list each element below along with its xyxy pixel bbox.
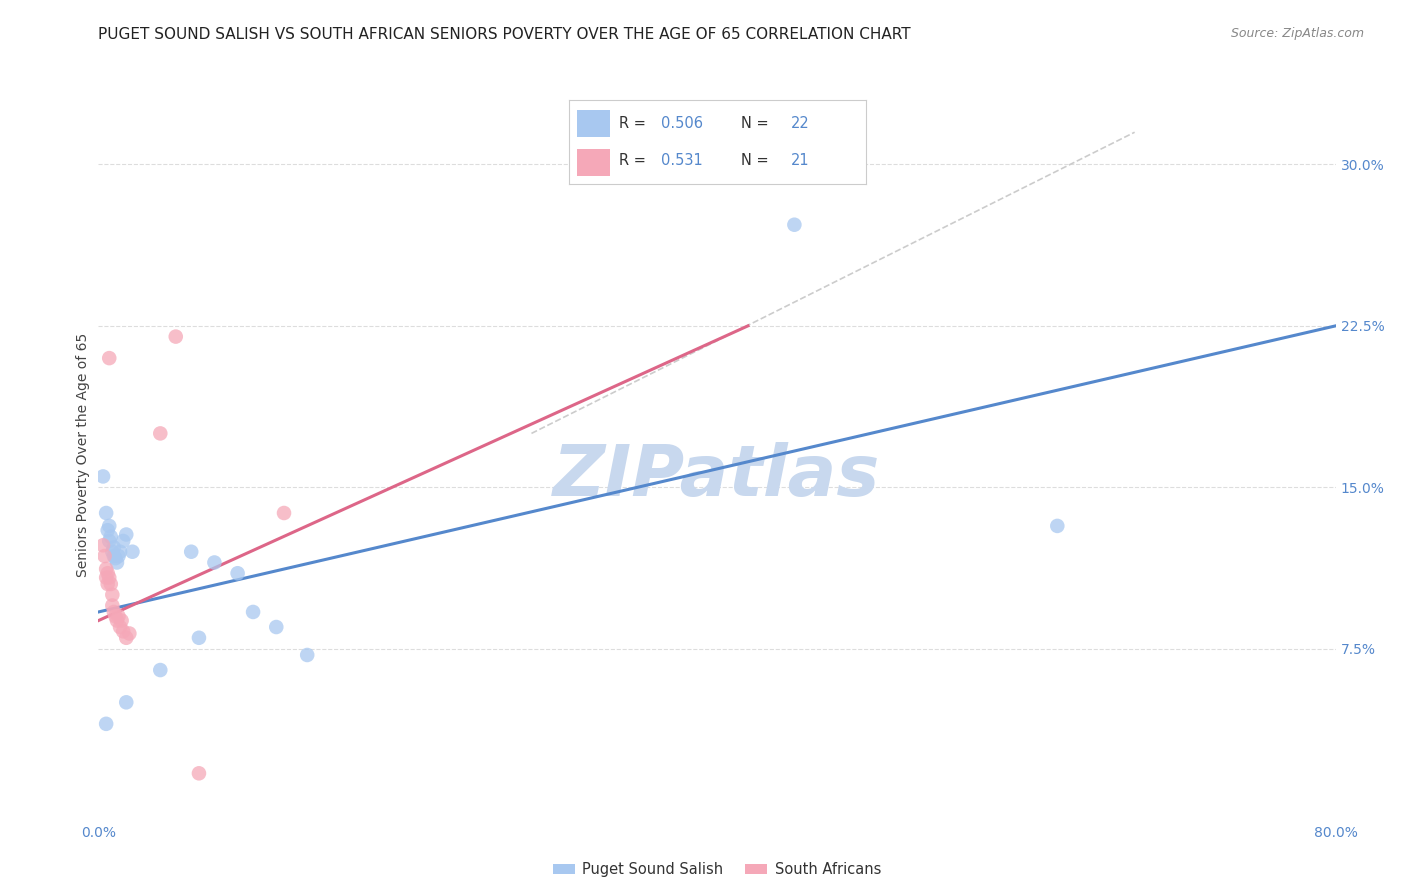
Point (112, 624, 135, 639)
Point (98, 533, 121, 548)
Point (93, 549, 115, 563)
Point (118, 626, 141, 640)
Point (100, 577, 122, 591)
Point (149, 426, 172, 441)
Point (121, 545, 143, 559)
Point (107, 549, 129, 563)
Point (96, 506, 118, 520)
Point (204, 556, 226, 570)
Point (115, 631, 138, 645)
Point (111, 614, 134, 628)
Point (149, 663, 172, 677)
Point (112, 533, 135, 548)
Point (107, 609, 129, 624)
Point (97, 577, 120, 591)
Point (96, 716, 118, 731)
Point (97, 566, 120, 581)
Point (297, 648, 319, 662)
Point (105, 556, 128, 570)
Point (97, 523, 120, 537)
Point (188, 766, 211, 780)
Point (226, 566, 249, 581)
Point (100, 530, 122, 544)
Point (103, 605, 125, 619)
Point (180, 545, 202, 559)
Point (108, 545, 131, 559)
Point (98, 519, 121, 533)
Point (96, 562, 118, 576)
Text: PUGET SOUND SALISH VS SOUTH AFRICAN SENIORS POVERTY OVER THE AGE OF 65 CORRELATI: PUGET SOUND SALISH VS SOUTH AFRICAN SENI… (98, 27, 911, 42)
Point (115, 695, 138, 709)
Point (101, 545, 124, 559)
Point (115, 527, 138, 541)
Text: ZIPatlas: ZIPatlas (554, 442, 880, 511)
Point (103, 541, 125, 555)
Point (103, 549, 125, 563)
Point (242, 605, 264, 619)
Point (101, 588, 124, 602)
Point (273, 506, 295, 520)
Point (108, 620, 131, 634)
Point (91, 469, 114, 483)
Point (96, 570, 118, 584)
Point (1046, 519, 1069, 533)
Point (98, 570, 121, 584)
Point (165, 329, 187, 343)
Y-axis label: Seniors Poverty Over the Age of 65: Seniors Poverty Over the Age of 65 (76, 333, 90, 577)
Point (101, 599, 124, 613)
Point (104, 609, 127, 624)
Point (104, 551, 127, 566)
Point (91, 538, 114, 552)
Point (105, 614, 128, 628)
Point (98, 351, 121, 365)
Legend: Puget Sound Salish, South Africans: Puget Sound Salish, South Africans (547, 856, 887, 883)
Point (783, 218, 806, 232)
Text: Source: ZipAtlas.com: Source: ZipAtlas.com (1230, 27, 1364, 40)
Point (188, 631, 211, 645)
Point (266, 620, 288, 634)
